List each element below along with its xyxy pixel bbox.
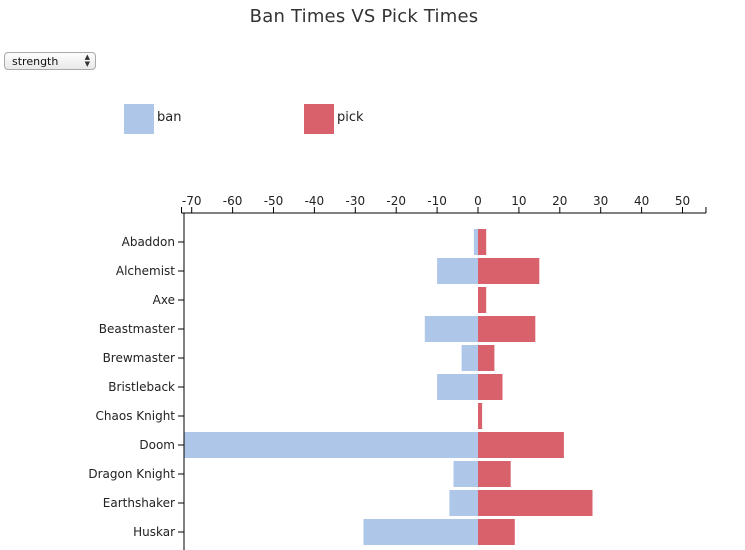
category-label: Doom <box>139 438 175 452</box>
bar-pick <box>478 229 487 255</box>
legend-swatch-ban <box>124 104 154 134</box>
x-tick-label: 30 <box>593 194 608 208</box>
category-label: Bristleback <box>108 380 175 394</box>
bar-ban <box>424 316 478 342</box>
category-label: Earthshaker <box>103 496 175 510</box>
category-label: Brewmaster <box>103 351 175 365</box>
category-label: Abaddon <box>122 235 175 249</box>
x-tick-label: -60 <box>223 194 243 208</box>
bar-pick <box>478 345 495 371</box>
legend-label-pick: pick <box>337 110 364 125</box>
legend-swatch-pick <box>304 104 334 134</box>
x-tick-label: -50 <box>264 194 284 208</box>
chart-title: Ban Times VS Pick Times <box>249 6 479 27</box>
attribute-select-value: strength <box>12 55 59 68</box>
bar-ban <box>461 345 478 371</box>
category-label: Dragon Knight <box>88 467 175 481</box>
bar-ban <box>437 374 478 400</box>
x-tick-label: -10 <box>427 194 447 208</box>
bar-ban <box>473 229 478 255</box>
bar-ban <box>363 519 478 545</box>
x-tick-label: 20 <box>552 194 567 208</box>
category-label: Huskar <box>133 525 175 539</box>
bar-ban <box>449 490 478 516</box>
up-down-chevron-icon: ▲ ▼ <box>84 53 90 68</box>
bar-ban <box>453 461 478 487</box>
x-tick-label: -70 <box>182 194 202 208</box>
x-tick-label: 50 <box>675 194 690 208</box>
category-label: Beastmaster <box>99 322 175 336</box>
x-tick-label: -40 <box>305 194 325 208</box>
category-label: Chaos Knight <box>96 409 176 423</box>
legend-label-ban: ban <box>157 110 182 125</box>
bar-ban <box>437 258 478 284</box>
category-label: Axe <box>153 293 175 307</box>
x-tick-label: 10 <box>511 194 526 208</box>
bar-pick <box>478 403 483 429</box>
x-tick-label: 0 <box>474 194 482 208</box>
bar-pick <box>478 374 503 400</box>
attribute-select[interactable]: strength ▲ ▼ <box>4 52 96 70</box>
bar-ban <box>183 432 478 458</box>
x-tick-label: 40 <box>634 194 649 208</box>
bar-pick <box>478 432 564 458</box>
x-tick-label: -20 <box>386 194 406 208</box>
bar-pick <box>478 287 487 313</box>
bar-pick <box>478 461 511 487</box>
bar-pick <box>478 519 515 545</box>
category-label: Alchemist <box>116 264 175 278</box>
bar-pick <box>478 490 593 516</box>
x-tick-label: -30 <box>345 194 365 208</box>
bar-pick <box>478 258 540 284</box>
bar-pick <box>478 316 536 342</box>
